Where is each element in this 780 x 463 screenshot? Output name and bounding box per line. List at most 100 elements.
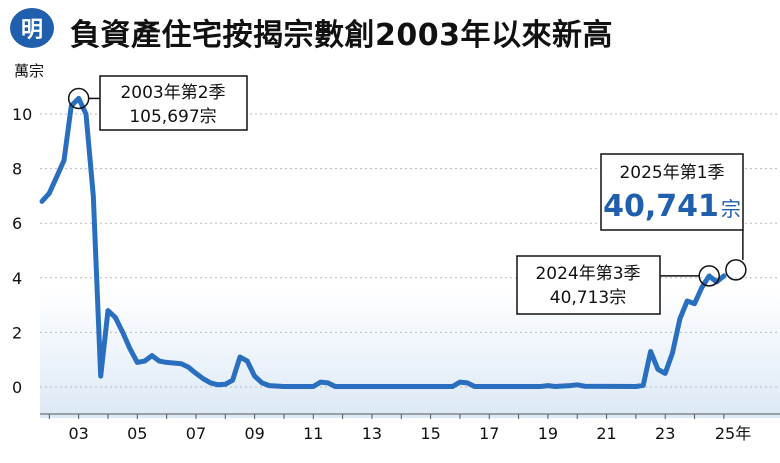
data-point	[546, 384, 550, 388]
line-chart: 0 2 4 6 8 10 03 05 07 09 11 13 15 17 19 21 23 25年 萬宗 200…	[12, 62, 780, 443]
data-point	[179, 362, 183, 366]
data-point	[451, 384, 455, 388]
data-point	[40, 199, 44, 203]
data-point	[238, 355, 242, 359]
y-axis-label: 萬宗	[14, 62, 44, 80]
annotation-2025-q1: 2025年第1季 40,741 宗	[600, 153, 747, 281]
header: 明 負資產住宅按揭宗數創2003年以來新高	[0, 0, 780, 56]
newspaper-logo: 明	[10, 8, 54, 48]
data-point	[473, 384, 477, 388]
annotation-value: 105,697宗	[129, 107, 216, 127]
data-point	[583, 384, 587, 388]
data-point	[47, 191, 51, 195]
data-point	[267, 384, 271, 388]
annotation-period: 2025年第1季	[619, 163, 724, 183]
data-point	[553, 384, 557, 388]
data-point	[678, 317, 682, 321]
plot-band	[40, 288, 780, 418]
data-point	[99, 374, 103, 378]
data-point	[575, 383, 579, 387]
data-point	[106, 309, 110, 313]
data-point	[128, 347, 132, 351]
data-point	[253, 374, 257, 378]
x-tick-label: 03	[68, 424, 88, 443]
data-point	[539, 384, 543, 388]
annotation-box	[516, 255, 661, 315]
data-point	[465, 381, 469, 385]
annotation-box	[600, 153, 744, 231]
x-tick-label: 23	[655, 424, 675, 443]
data-point	[231, 378, 235, 382]
y-tick-label: 8	[12, 160, 22, 179]
data-point	[319, 380, 323, 384]
data-point	[113, 315, 117, 319]
data-point	[707, 274, 711, 278]
data-point	[216, 383, 220, 387]
annotation-box	[99, 75, 248, 131]
data-point	[84, 112, 88, 116]
x-tick-label: 07	[186, 424, 206, 443]
y-tick-label: 6	[12, 214, 22, 233]
data-point	[135, 360, 139, 364]
x-tick-label: 19	[538, 424, 558, 443]
data-point	[282, 384, 286, 388]
y-tick-label: 0	[12, 378, 22, 397]
data-point	[223, 382, 227, 386]
data-point	[209, 381, 213, 385]
annotation-value: 40,713宗	[550, 288, 626, 308]
y-tick-label: 2	[12, 323, 22, 342]
chart-area: 0 2 4 6 8 10 03 05 07 09 11 13 15 17 19 21 23 25年 萬宗 200…	[0, 56, 780, 459]
x-tick-label: 11	[303, 424, 323, 443]
data-point	[157, 359, 161, 363]
data-point	[187, 365, 191, 369]
data-point	[91, 194, 95, 198]
data-point	[326, 381, 330, 385]
annotation-highlight-value: 40,741 宗	[603, 189, 741, 224]
data-point	[641, 383, 645, 387]
data-point	[165, 360, 169, 364]
data-point	[311, 384, 315, 388]
data-point	[143, 359, 147, 363]
x-tick-label: 17	[479, 424, 499, 443]
data-point	[245, 359, 249, 363]
data-point	[568, 384, 572, 388]
data-point	[201, 377, 205, 381]
data-point	[62, 158, 66, 162]
data-point-markers	[40, 96, 726, 388]
annotation-period: 2024年第3季	[535, 264, 640, 284]
y-tick-labels: 0 2 4 6 8 10	[12, 105, 32, 397]
data-point	[458, 380, 462, 384]
data-point	[121, 330, 125, 334]
x-tick-label: 13	[362, 424, 382, 443]
data-point	[685, 299, 689, 303]
chart-title: 負資產住宅按揭宗數創2003年以來新高	[70, 18, 613, 53]
x-tick-labels: 03 05 07 09 11 13 15 17 19 21 23 25年	[68, 424, 751, 443]
highlight-unit: 宗	[721, 197, 741, 221]
annotation-2024-q3: 2024年第3季 40,713宗	[516, 255, 720, 315]
data-point	[722, 274, 726, 278]
x-tick-label: 25年	[715, 424, 751, 443]
data-point	[55, 175, 59, 179]
data-point	[700, 285, 704, 289]
data-point	[260, 381, 264, 385]
data-point	[649, 350, 653, 354]
y-tick-label: 4	[12, 269, 22, 288]
annotation-2003-peak: 2003年第2季 105,697宗	[67, 75, 248, 131]
data-point	[77, 96, 81, 100]
data-point	[656, 367, 660, 371]
data-point	[333, 384, 337, 388]
data-point	[150, 354, 154, 358]
annotation-period: 2003年第2季	[120, 83, 225, 103]
x-tick-label: 15	[420, 424, 440, 443]
highlight-number: 40,741	[603, 189, 719, 224]
data-point	[671, 351, 675, 355]
data-point	[663, 371, 667, 375]
annotation-circle	[725, 259, 747, 281]
x-tick-label: 09	[244, 424, 264, 443]
y-tick-label: 10	[12, 105, 32, 124]
data-point	[693, 302, 697, 306]
x-tick-label: 05	[127, 424, 147, 443]
data-point	[634, 384, 638, 388]
x-tick-label: 21	[596, 424, 616, 443]
data-point	[194, 371, 198, 375]
